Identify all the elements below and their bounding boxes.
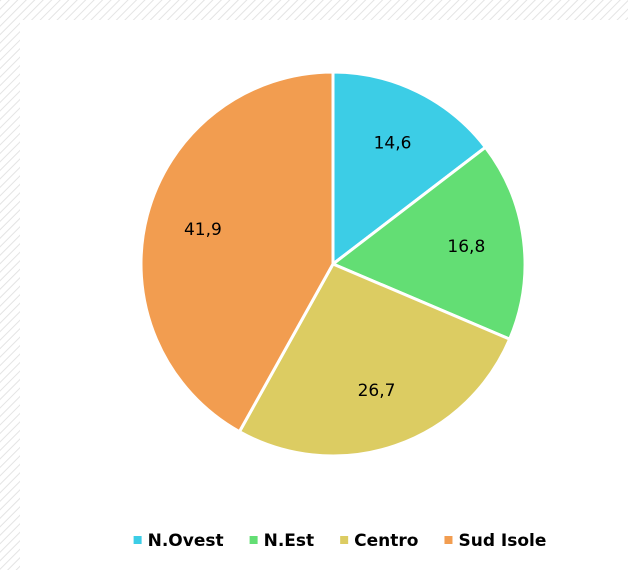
data-label: 16,8 [447, 237, 485, 257]
pie-slice [331, 70, 488, 268]
legend-swatch [340, 536, 349, 544]
legend-swatch [444, 536, 453, 544]
pie: 14,6 16,8 26,7 41,9 [139, 70, 527, 458]
data-label: 26,7 [358, 381, 396, 401]
legend-label: N.Ovest [148, 531, 224, 551]
legend: N.Ovest N.Est Centro Sud Isole [133, 531, 546, 551]
data-label: 41,9 [184, 220, 222, 240]
legend-label: Sud Isole [458, 531, 546, 551]
data-label: 14,6 [374, 133, 412, 153]
legend-label: Centro [354, 531, 418, 551]
legend-swatch [133, 536, 142, 544]
legend-swatch [249, 536, 258, 544]
pie-slice [139, 70, 335, 434]
legend-label: N.Est [264, 531, 315, 551]
pie-slice [330, 145, 527, 342]
